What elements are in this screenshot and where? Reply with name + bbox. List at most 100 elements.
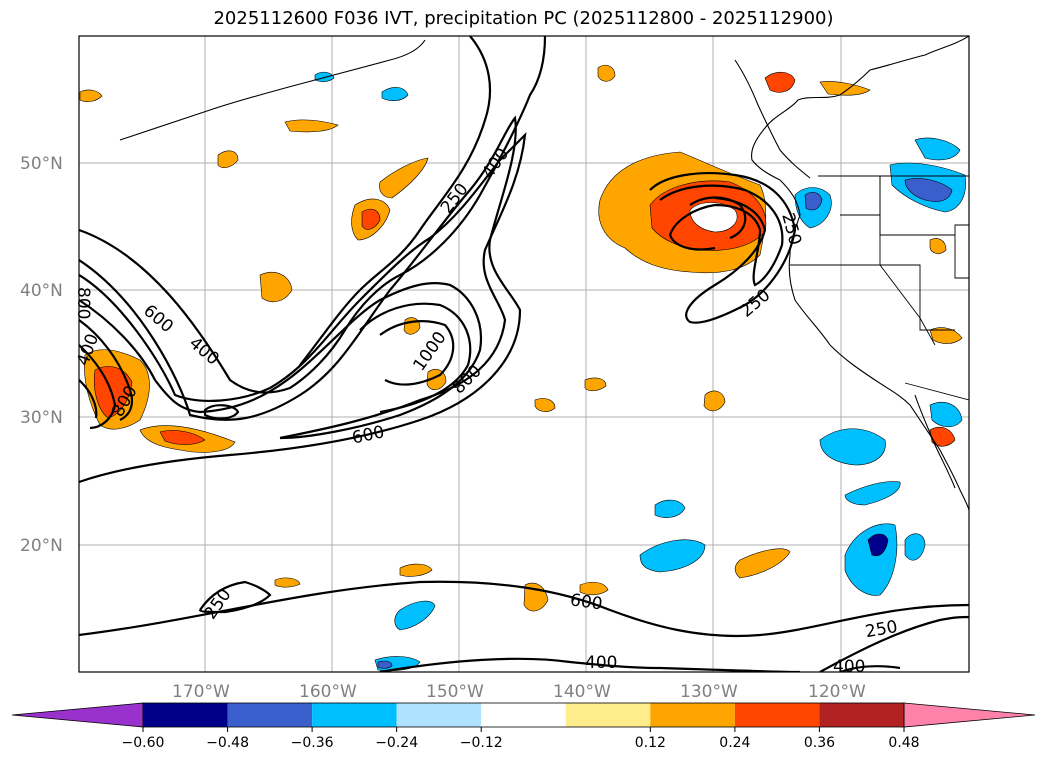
colorbar-segment <box>143 703 228 727</box>
coast-north-america <box>751 36 969 511</box>
colorbar-extend-low <box>11 702 144 728</box>
latitude-labels: 50°N 40°N 30°N 20°N <box>20 154 63 556</box>
border-nevada <box>880 264 955 331</box>
ivt-contour-outer-400 <box>299 36 492 366</box>
colorbar: −0.60 −0.48 −0.36 −0.24 −0.12 0.12 0.24 0.36 0.4… <box>11 702 1036 751</box>
coast-baja <box>914 394 956 489</box>
ivt-contour-small-ring <box>203 404 240 420</box>
plot-frame <box>78 35 970 673</box>
contour-label: 400 <box>585 653 617 673</box>
precip-blob-ne-2 <box>597 64 616 82</box>
precip-blob-wp-2b <box>159 430 206 445</box>
precip-blob-sub-2 <box>584 377 607 392</box>
colorbar-segment <box>819 703 904 727</box>
precip-blob-sw-4 <box>904 533 926 561</box>
political-borders <box>790 175 969 401</box>
ivt-contour-400-se <box>839 665 901 672</box>
ivt-contour-600 <box>79 282 483 440</box>
precip-blob-sub-3 <box>534 398 556 412</box>
contour-label: 400 <box>833 657 865 677</box>
colorbar-segment <box>227 703 313 727</box>
border-us-mexico <box>904 382 969 401</box>
border-states-3 <box>879 176 955 236</box>
ivt-contour-800 <box>79 302 472 421</box>
precip-blob-tongue-2 <box>379 157 429 199</box>
colorbar-outline <box>142 702 905 728</box>
ivt-contour-outer-250 <box>79 36 547 394</box>
ivt-contour-1000 <box>379 320 455 386</box>
colorbar-tick-label: −0.12 <box>460 735 503 751</box>
ivt-contour-250-south <box>79 580 969 638</box>
precip-blob-sw-5 <box>929 401 963 428</box>
precip-blob-ne-1 <box>764 71 796 93</box>
precip-blob-coast-dark <box>804 191 823 211</box>
precip-blob-wp-1b <box>93 366 133 419</box>
precip-blob-sw-1 <box>819 428 886 466</box>
precip-blob-interior-2 <box>914 137 961 161</box>
colorbar-tick-label: −0.48 <box>206 735 249 751</box>
precipitation-shading <box>79 64 966 672</box>
colorbar-segment <box>650 703 735 727</box>
contour-label: 800 <box>73 287 93 319</box>
longitude-labels: 170°W 160°W 150°W 140°W 130°W 120°W <box>172 682 866 702</box>
precip-blob-cp-4b <box>377 660 393 669</box>
precip-blob-aleut-1 <box>381 87 409 101</box>
precip-blob-sw-3b <box>867 533 889 557</box>
precip-blob-inland-or <box>929 238 947 254</box>
colorbar-extend-high <box>903 702 1036 728</box>
colorbar-tick-label: −0.24 <box>375 735 418 751</box>
precip-blob-tongue-3 <box>259 271 293 303</box>
ivt-contour-800-core <box>79 344 117 430</box>
precip-blob-sub-7 <box>274 577 301 588</box>
precip-blob-ne-3 <box>284 119 339 133</box>
lon-label-160w: 160°W <box>299 682 357 702</box>
precip-blob-sw-or <box>929 327 963 344</box>
ivt-contours <box>79 36 969 672</box>
colorbar-tick-label: 0.24 <box>719 735 750 751</box>
contour-labels: 250 400 250 400 600 400 600 800 800 1000… <box>73 144 899 677</box>
lat-label-50n: 50°N <box>20 154 63 174</box>
lat-label-40n: 40°N <box>20 281 63 301</box>
colorbar-segment <box>734 703 820 727</box>
precip-blob-interior-1b <box>904 178 953 202</box>
colorbar-tick-label: −0.60 <box>122 735 165 751</box>
ivt-contour-250-tongue <box>79 115 522 484</box>
coast-bc-islands <box>734 59 811 179</box>
colorbar-tick-label: 0.48 <box>888 735 919 751</box>
lat-label-30n: 30°N <box>20 408 63 428</box>
colorbar-tick-label: −0.36 <box>291 735 334 751</box>
colorbar-segment <box>396 703 482 727</box>
precip-blob-ne-5 <box>79 89 103 102</box>
coast-alaska-chain <box>119 39 426 141</box>
colorbar-tick-label: 0.36 <box>804 735 835 751</box>
ivt-contour-storm-inner <box>689 196 747 240</box>
precip-blob-sub-6 <box>399 563 433 577</box>
colorbar-segment <box>481 703 566 727</box>
lon-label-130w: 130°W <box>680 682 738 702</box>
precip-blob-sub-8 <box>579 581 609 596</box>
colorbar-tick-label: 0.12 <box>635 735 666 751</box>
precip-blob-sub-1 <box>703 390 726 412</box>
precip-blob-sub-4 <box>734 548 791 579</box>
lon-label-170w: 170°W <box>172 682 230 702</box>
precip-blob-cp-1 <box>639 539 706 573</box>
ivt-contour-storm-400 <box>659 184 784 287</box>
lon-label-140w: 140°W <box>553 682 611 702</box>
lon-label-120w: 120°W <box>808 682 866 702</box>
colorbar-segment <box>565 703 651 727</box>
map-title: 2025112600 F036 IVT, precipitation PC (2… <box>213 8 834 29</box>
lon-label-150w: 150°W <box>426 682 484 702</box>
precip-blob-nw-inner <box>689 202 738 233</box>
ivt-contour-400-south <box>379 615 969 672</box>
contour-label: 600 <box>569 590 604 614</box>
ivt-contour-250-sw <box>198 580 272 614</box>
coastlines <box>119 36 969 511</box>
precip-blob-ne-or2 <box>819 81 871 96</box>
precip-blob-ne-4 <box>217 150 239 169</box>
precip-blob-cp-2 <box>654 499 686 518</box>
precip-blob-sw-2 <box>844 481 901 506</box>
ivt-contour-storm-250 <box>649 172 797 324</box>
precip-blob-tongue-1b <box>361 208 381 230</box>
border-ca-nv <box>879 264 936 346</box>
